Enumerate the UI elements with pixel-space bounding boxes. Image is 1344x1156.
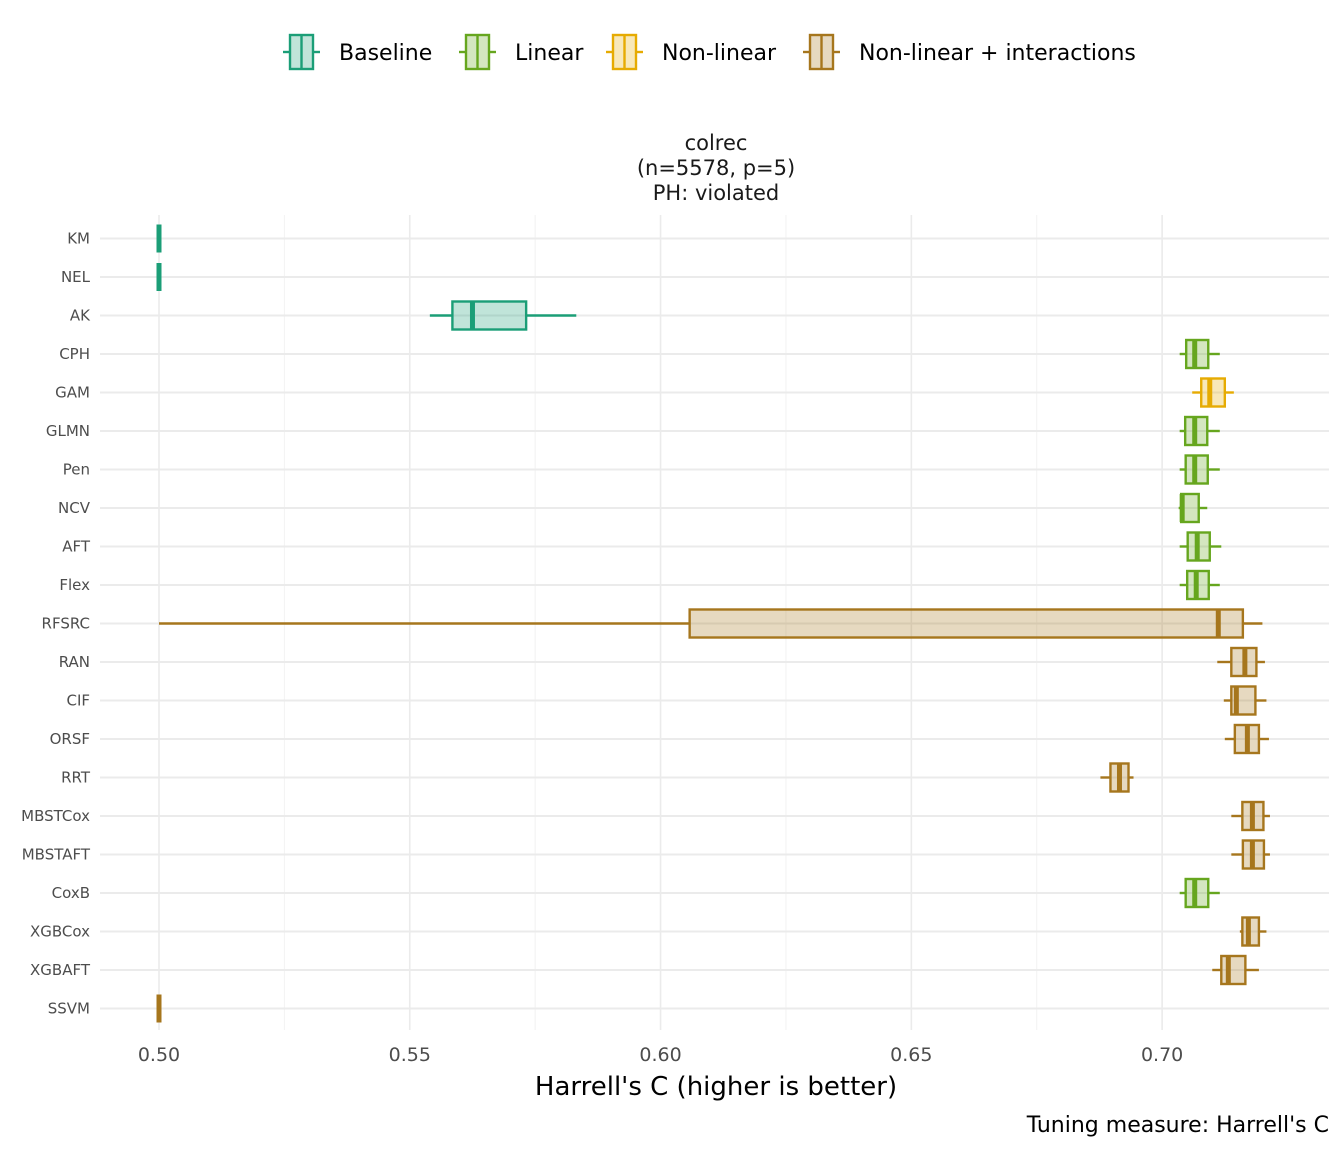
box-rfsrc [159,608,1263,639]
y-tick-label: AK [70,307,91,325]
box-flex [1179,569,1220,601]
x-tick-label: 0.60 [639,1044,681,1066]
box-mbstcox [1231,800,1270,832]
y-tick-label: AFT [62,538,91,556]
x-tick-label: 0.65 [890,1044,932,1066]
y-tick-label: KM [67,230,90,248]
y-tick-label: CoxB [52,884,90,902]
box-ncv [1178,492,1208,524]
legend: Baseline Linear Non-linear Non-linear + int… [283,33,1136,71]
x-tick-label: 0.70 [1141,1044,1183,1066]
x-axis: 0.50 0.55 0.60 0.65 0.70 [138,1044,1183,1066]
box-glmn [1179,415,1220,447]
chart-title: colrec(n=5578, p=5)PH: violated [637,131,795,205]
boxes [156,224,1270,1023]
title-line: (n=5578, p=5) [637,156,795,180]
box-iqr [1184,338,1210,370]
box-iqr [1200,377,1227,408]
y-tick-label: Pen [63,461,90,479]
y-tick-label: MBSTCox [21,807,90,825]
y-tick-label: RRT [61,769,91,787]
y-tick-label: GLMN [46,422,90,440]
box-coxb [1179,877,1220,909]
title-line: colrec [685,131,748,155]
y-tick-label: NCV [58,499,91,517]
legend-item-nonlinear: Non-linear [606,33,777,71]
legend-item-interactions: Non-linear + interactions [803,33,1136,71]
box-orsf [1224,723,1269,755]
box-ak [429,300,577,331]
y-tick-label: CIF [66,692,90,710]
box-xgbcox [1239,916,1267,947]
x-tick-label: 0.55 [389,1044,431,1066]
y-tick-label: SSVM [48,1000,90,1018]
y-tick-label: RFSRC [42,615,90,633]
legend-item-linear: Linear [459,33,584,71]
box-pen [1179,454,1220,485]
box-gam [1192,377,1234,408]
y-tick-label: RAN [59,653,90,671]
legend-label: Linear [515,41,584,66]
legend-label: Non-linear [662,41,777,66]
y-tick-label: NEL [61,268,91,286]
legend-item-baseline: Baseline [283,33,432,71]
y-tick-label: Flex [59,576,90,594]
y-tick-label: XGBCox [30,923,90,941]
caption: Tuning measure: Harrell's C [1026,1113,1329,1138]
box-cif [1223,685,1267,716]
box-aft [1179,531,1222,562]
box-ran [1217,646,1265,678]
x-axis-label: Harrell's C (higher is better) [535,1072,897,1102]
title-line: PH: violated [653,181,780,205]
legend-label: Baseline [339,41,432,66]
box-mbstaft [1231,839,1270,870]
box-iqr [688,608,1245,639]
y-tick-label: MBSTAFT [22,846,91,864]
y-tick-label: CPH [59,345,90,363]
y-tick-label: GAM [55,384,90,402]
y-tick-label: XGBAFT [30,961,91,979]
box-cph [1179,338,1220,370]
x-tick-label: 0.50 [138,1044,180,1066]
box-rrt [1100,762,1134,793]
box-iqr [451,300,528,331]
legend-label: Non-linear + interactions [859,41,1136,66]
y-axis: KM NEL AK CPH GAM GLMN Pen NCV AFT Flex RFSRC RAN CI… [21,230,91,1018]
y-tick-label: ORSF [50,730,90,748]
box-xgbaft [1212,954,1259,986]
box-iqr [1220,954,1247,986]
